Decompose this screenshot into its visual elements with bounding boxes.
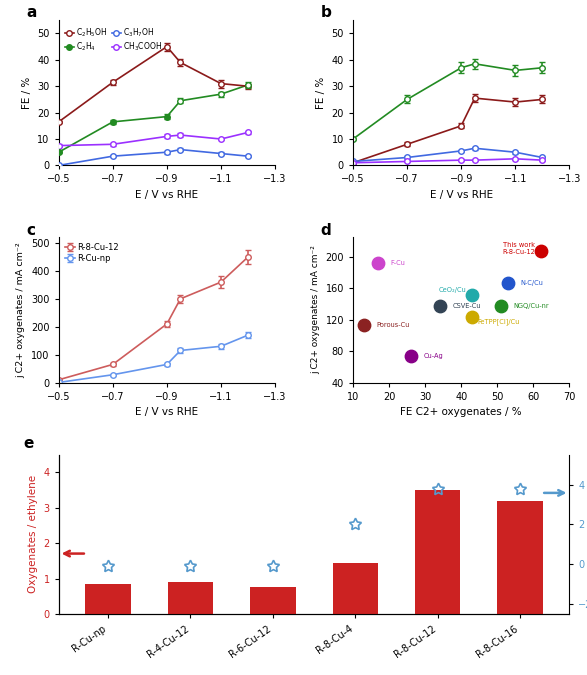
Bar: [497, 501, 542, 614]
Text: NGQ/Cu-nr: NGQ/Cu-nr: [514, 302, 549, 308]
Text: Porous-Cu: Porous-Cu: [376, 322, 410, 328]
Point: [467, 311, 477, 322]
Text: This work
R-8-Cu-12: This work R-8-Cu-12: [502, 242, 535, 255]
Text: c: c: [26, 223, 35, 238]
Point: [406, 350, 416, 361]
Text: CSVE-Cu: CSVE-Cu: [452, 302, 481, 308]
Point: [467, 290, 477, 300]
Text: Cu-Ag: Cu-Ag: [423, 353, 443, 359]
Text: b: b: [321, 5, 332, 20]
Text: a: a: [26, 5, 36, 20]
Text: d: d: [321, 223, 331, 238]
X-axis label: E / V vs RHE: E / V vs RHE: [136, 190, 198, 200]
Bar: [168, 583, 213, 614]
Point: [359, 320, 369, 331]
Point: [435, 300, 444, 311]
Legend: C$_2$H$_5$OH, C$_2$H$_4$, C$_3$H$_7$OH, CH$_3$COOH: C$_2$H$_5$OH, C$_2$H$_4$, C$_3$H$_7$OH, …: [63, 24, 164, 55]
Y-axis label: j C2+ oxygenates / mA cm⁻²: j C2+ oxygenates / mA cm⁻²: [16, 242, 26, 378]
X-axis label: E / V vs RHE: E / V vs RHE: [430, 190, 492, 200]
Text: N-C/Cu: N-C/Cu: [521, 280, 544, 286]
Bar: [333, 563, 378, 614]
Text: F-Cu: F-Cu: [391, 259, 406, 265]
Y-axis label: Oxygenates / ethylene: Oxygenates / ethylene: [28, 475, 38, 593]
Text: FeTPP[Cl]/Cu: FeTPP[Cl]/Cu: [477, 318, 520, 325]
Point: [504, 277, 513, 288]
Bar: [415, 490, 460, 614]
X-axis label: FE C2+ oxygenates / %: FE C2+ oxygenates / %: [400, 407, 522, 417]
Text: e: e: [23, 436, 33, 451]
Point: [373, 257, 383, 268]
Text: CeO₂/Cu: CeO₂/Cu: [439, 287, 467, 293]
Bar: [250, 587, 295, 614]
Y-axis label: FE / %: FE / %: [316, 77, 326, 109]
X-axis label: E / V vs RHE: E / V vs RHE: [136, 407, 198, 417]
Point: [496, 300, 505, 311]
Bar: [86, 584, 131, 614]
Y-axis label: FE / %: FE / %: [22, 77, 32, 109]
Legend: R-8-Cu-12, R-Cu-np: R-8-Cu-12, R-Cu-np: [63, 242, 120, 265]
Y-axis label: j C2+ oxygenates / mA cm⁻²: j C2+ oxygenates / mA cm⁻²: [311, 246, 320, 375]
Point: [536, 245, 545, 256]
